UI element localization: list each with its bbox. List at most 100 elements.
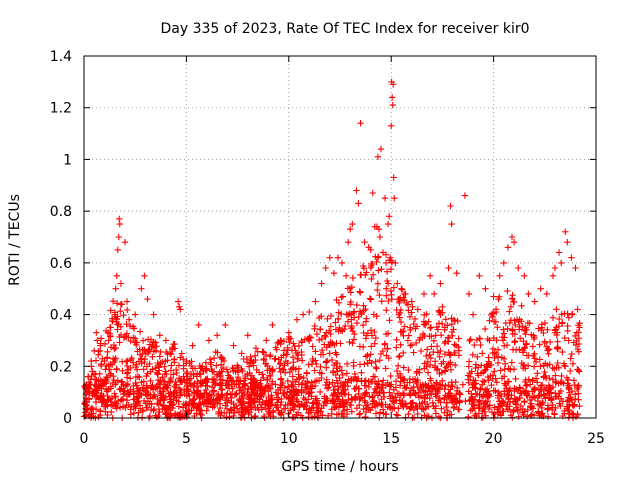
data-point [253,366,260,374]
data-point-outlier [116,220,123,228]
data-point [314,413,321,421]
data-point [512,321,519,329]
data-point [327,323,334,330]
data-point-outlier [389,94,396,101]
data-point [254,348,261,355]
data-point [507,412,515,419]
data-point [500,326,507,333]
data-point [503,342,511,349]
data-point [278,375,285,382]
data-point-outlier [112,285,119,292]
data-point [554,338,561,345]
data-point [401,323,408,330]
data-point [506,387,513,394]
data-point [156,353,163,360]
data-point [441,339,448,347]
data-point [400,349,407,357]
data-point-outlier [510,239,518,246]
data-point [373,365,380,372]
data-point [112,381,119,388]
data-point [538,382,545,389]
data-point [114,321,121,328]
data-point [136,374,143,381]
data-point [372,334,379,342]
data-point [385,355,392,362]
data-point [534,401,542,408]
data-point [445,349,452,356]
data-point-outlier [384,220,392,228]
data-point-outlier [551,264,559,272]
data-point [516,316,523,323]
data-point [462,398,469,405]
data-point [244,385,252,393]
data-point [148,406,155,414]
axis-ticks: 0 5 10 15 20 25 0 0.2 0.4 0.6 0.8 1 1.2 1.4 [50,49,605,447]
data-point [106,366,113,373]
data-point [340,382,348,390]
data-point [317,326,324,333]
data-point [329,398,336,405]
data-point [431,364,439,371]
data-point [139,337,147,344]
data-point [451,403,458,411]
data-point [565,337,572,344]
data-point [265,410,272,418]
data-point [362,390,369,397]
data-point-outlier [465,290,473,298]
data-point [368,275,375,283]
data-point [412,325,419,332]
data-point [146,360,153,368]
data-point [155,367,163,374]
data-point [467,336,474,343]
data-point [459,381,466,388]
data-point [360,343,367,351]
data-point [396,370,404,377]
data-point [123,370,131,377]
data-point [98,361,105,368]
data-point [538,324,545,331]
data-point [549,376,557,383]
data-point [419,330,427,338]
data-point [212,397,220,405]
data-point [121,333,129,340]
data-point [338,294,345,301]
data-point [124,380,132,388]
data-point [312,348,319,355]
data-point [226,374,233,381]
data-point [536,341,543,348]
data-point [202,359,210,366]
data-point [516,323,523,330]
data-point [492,306,500,313]
data-point [362,353,370,360]
data-point [237,386,244,394]
data-point-outlier [195,321,202,329]
data-point [438,405,445,412]
data-point [493,379,500,386]
data-point [298,401,306,408]
data-point [238,411,246,419]
data-point [474,370,481,377]
data-point [476,391,483,398]
data-point [384,404,391,411]
data-point [208,366,215,373]
data-point [158,392,165,399]
data-point [337,340,344,347]
data-point [260,374,267,382]
data-point [359,394,366,401]
data-point-outlier [252,345,260,352]
data-point [508,295,516,302]
data-point [366,393,373,400]
data-point [322,333,329,341]
data-point [396,352,403,360]
data-point-outlier [162,337,170,344]
data-point [430,348,437,356]
data-point-outlier [141,272,148,279]
data-point-outlier [543,290,550,298]
data-point [119,367,126,374]
data-point [371,328,378,336]
data-point [501,373,508,380]
data-point [456,397,463,404]
data-point [441,409,448,416]
data-point [544,413,552,420]
data-point [393,367,401,375]
